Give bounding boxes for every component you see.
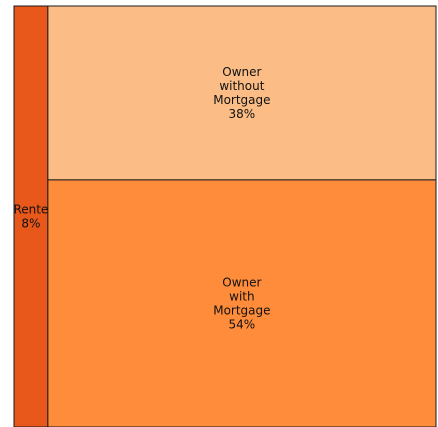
tile-owner-with-mortgage-label-line: Owner — [222, 275, 261, 289]
tile-owner-without-mortgage-label-line: without — [219, 79, 264, 93]
tile-rente-value-label: 8% — [21, 217, 40, 231]
tile-owner-with-mortgage-label-line: Mortgage — [213, 303, 270, 317]
tile-owner-with-mortgage-value-label: 54% — [229, 317, 256, 331]
tile-owner-without-mortgage-label-line: Mortgage — [213, 93, 270, 107]
tile-owner-without-mortgage-label-line: Owner — [222, 65, 261, 79]
tile-owner-without-mortgage-value-label: 38% — [229, 107, 256, 121]
tile-owner-with-mortgage-label: Owner with Mortgage 54% — [213, 275, 270, 331]
tile-owner-with-mortgage-label-line: with — [229, 289, 254, 303]
tile-rente-label-line: Rente — [13, 203, 48, 217]
tile-owner-with-mortgage — [47, 179, 437, 427]
tile-owner-without-mortgage — [47, 5, 437, 181]
tile-rente-label: Rente 8% — [13, 203, 48, 231]
tile-owner-without-mortgage-label: Owner without Mortgage 38% — [213, 65, 270, 121]
tile-rente — [13, 5, 49, 427]
